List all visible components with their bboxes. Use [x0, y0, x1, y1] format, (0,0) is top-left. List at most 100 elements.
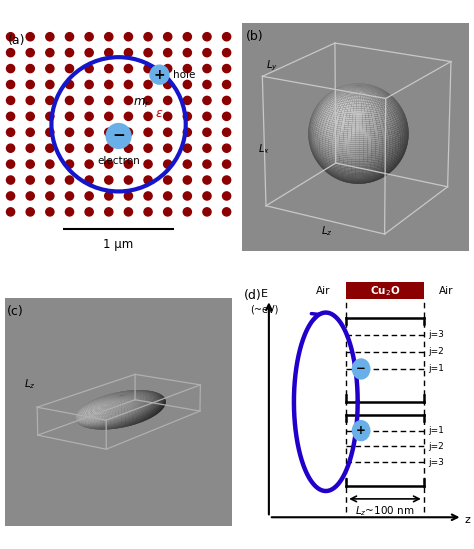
Circle shape — [203, 32, 211, 41]
Circle shape — [164, 32, 172, 41]
Circle shape — [144, 96, 152, 104]
Circle shape — [85, 48, 93, 57]
Circle shape — [353, 421, 370, 441]
Circle shape — [164, 64, 172, 72]
Circle shape — [46, 32, 54, 41]
Circle shape — [65, 208, 73, 216]
Circle shape — [222, 32, 231, 41]
Circle shape — [26, 112, 34, 120]
Circle shape — [144, 80, 152, 88]
Text: (a): (a) — [8, 34, 25, 47]
Circle shape — [124, 96, 133, 104]
Circle shape — [222, 48, 231, 57]
Circle shape — [85, 144, 93, 152]
Circle shape — [222, 144, 231, 152]
Circle shape — [164, 160, 172, 168]
Circle shape — [353, 359, 370, 379]
Circle shape — [7, 80, 15, 88]
Circle shape — [106, 124, 131, 148]
Circle shape — [203, 160, 211, 168]
Circle shape — [164, 48, 172, 57]
Circle shape — [85, 112, 93, 120]
Circle shape — [164, 128, 172, 136]
Circle shape — [183, 176, 191, 184]
Circle shape — [85, 32, 93, 41]
Circle shape — [183, 144, 191, 152]
Circle shape — [183, 96, 191, 104]
Circle shape — [105, 80, 113, 88]
Circle shape — [65, 64, 73, 72]
Circle shape — [46, 160, 54, 168]
Circle shape — [65, 32, 73, 41]
Circle shape — [65, 160, 73, 168]
Circle shape — [46, 192, 54, 200]
Circle shape — [164, 144, 172, 152]
Circle shape — [26, 64, 34, 72]
Circle shape — [7, 128, 15, 136]
Circle shape — [203, 176, 211, 184]
Circle shape — [85, 160, 93, 168]
Circle shape — [124, 176, 133, 184]
Circle shape — [164, 112, 172, 120]
Circle shape — [26, 176, 34, 184]
Circle shape — [124, 48, 133, 57]
Circle shape — [124, 192, 133, 200]
Circle shape — [203, 64, 211, 72]
Circle shape — [65, 80, 73, 88]
Circle shape — [222, 128, 231, 136]
Circle shape — [26, 144, 34, 152]
Circle shape — [46, 48, 54, 57]
Circle shape — [222, 176, 231, 184]
Text: j=3: j=3 — [428, 458, 444, 467]
Circle shape — [105, 112, 113, 120]
Circle shape — [26, 96, 34, 104]
Circle shape — [65, 96, 73, 104]
Circle shape — [105, 48, 113, 57]
Circle shape — [203, 128, 211, 136]
Circle shape — [183, 128, 191, 136]
Text: electron: electron — [97, 156, 140, 166]
Text: 1 μm: 1 μm — [103, 238, 134, 251]
Circle shape — [7, 192, 15, 200]
Circle shape — [144, 32, 152, 41]
Circle shape — [124, 32, 133, 41]
Text: Air: Air — [439, 286, 454, 296]
Circle shape — [164, 80, 172, 88]
Circle shape — [26, 48, 34, 57]
Text: +: + — [154, 68, 165, 82]
Circle shape — [65, 48, 73, 57]
Circle shape — [26, 160, 34, 168]
Text: +: + — [356, 424, 366, 437]
Circle shape — [144, 208, 152, 216]
Text: E: E — [261, 289, 268, 299]
Circle shape — [65, 112, 73, 120]
Circle shape — [46, 208, 54, 216]
Circle shape — [26, 128, 34, 136]
Circle shape — [203, 80, 211, 88]
Circle shape — [124, 64, 133, 72]
Circle shape — [105, 128, 113, 136]
Circle shape — [105, 208, 113, 216]
Circle shape — [164, 96, 172, 104]
Circle shape — [65, 176, 73, 184]
Text: hole: hole — [173, 70, 196, 80]
Circle shape — [164, 176, 172, 184]
Circle shape — [124, 144, 133, 152]
Text: (b): (b) — [246, 30, 264, 43]
Text: (c): (c) — [7, 305, 24, 318]
Circle shape — [7, 96, 15, 104]
Text: j=1: j=1 — [428, 426, 444, 435]
Text: −: − — [112, 128, 125, 143]
Circle shape — [105, 192, 113, 200]
Circle shape — [65, 192, 73, 200]
Circle shape — [85, 96, 93, 104]
Circle shape — [7, 32, 15, 41]
Circle shape — [7, 160, 15, 168]
Circle shape — [7, 208, 15, 216]
Circle shape — [203, 208, 211, 216]
Circle shape — [144, 160, 152, 168]
Circle shape — [26, 208, 34, 216]
Circle shape — [7, 112, 15, 120]
Text: −: − — [356, 362, 366, 376]
Circle shape — [85, 80, 93, 88]
